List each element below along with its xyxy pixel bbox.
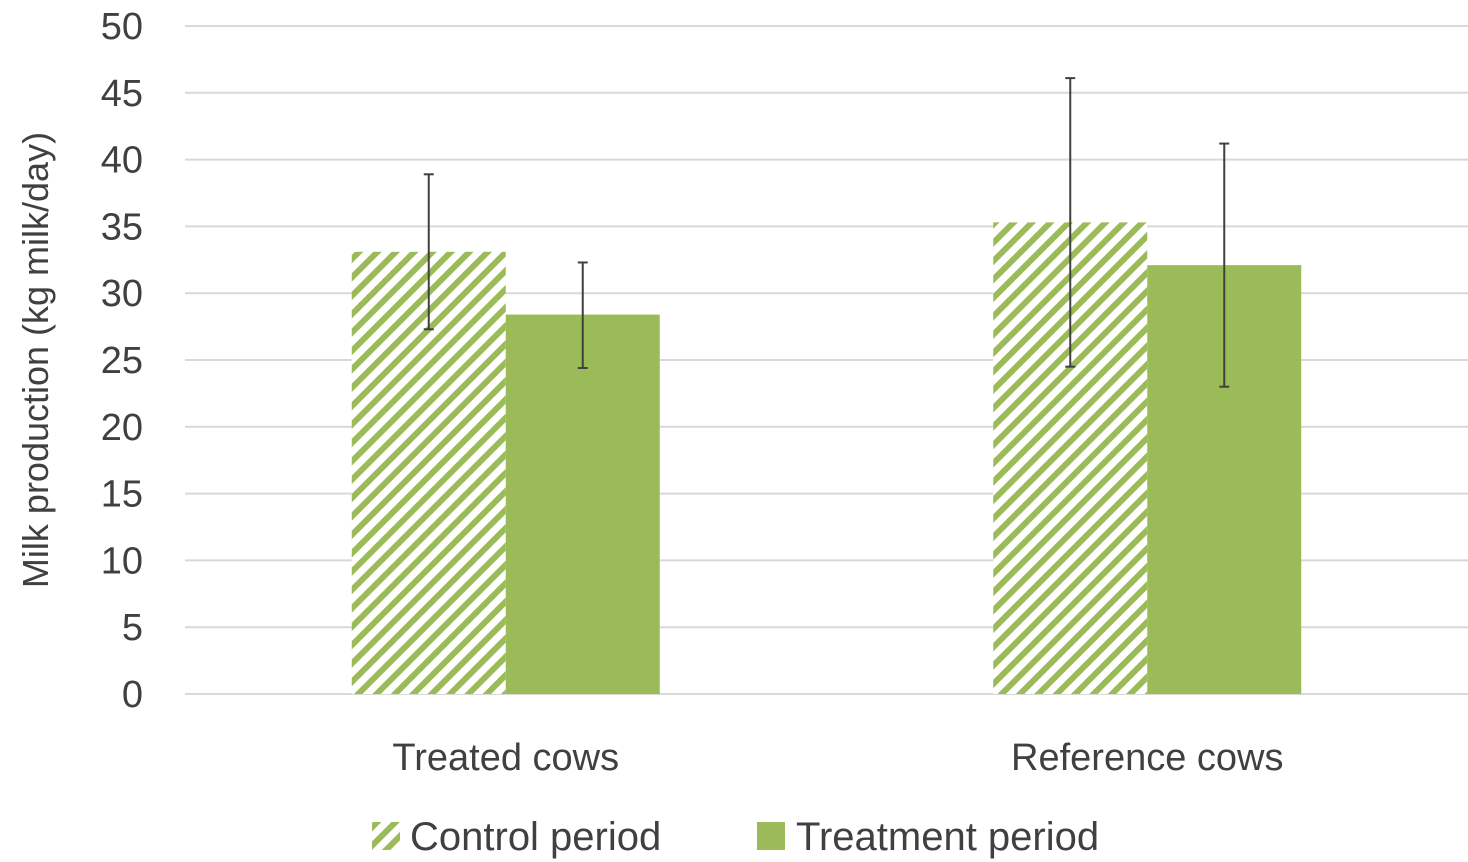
legend-swatch-control-period: [372, 822, 400, 850]
y-axis-title: Milk production (kg milk/day): [15, 132, 56, 588]
y-tick-label: 30: [101, 273, 143, 315]
legend: Control period Treatment period: [372, 815, 1099, 859]
x-category-label: Reference cows: [1011, 737, 1283, 779]
y-tick-label: 10: [101, 540, 143, 582]
y-tick-label: 20: [101, 407, 143, 449]
y-axis-ticks: 0 5 10 15 20 25 30 35 40 45 50: [101, 6, 143, 716]
y-tick-label: 45: [101, 73, 143, 115]
x-category-label: Treated cows: [392, 737, 619, 779]
y-tick-label: 40: [101, 140, 143, 182]
y-tick-label: 35: [101, 206, 143, 248]
bar: [505, 314, 660, 694]
y-tick-label: 25: [101, 340, 143, 382]
bars: [351, 222, 1302, 694]
y-tick-label: 15: [101, 474, 143, 516]
y-tick-label: 50: [101, 6, 143, 48]
legend-swatch-treatment-period: [757, 822, 785, 850]
legend-label-control-period: Control period: [410, 815, 661, 859]
y-tick-label: 5: [122, 607, 143, 649]
x-axis-categories: Treated cows Reference cows: [392, 737, 1283, 779]
legend-label-treatment-period: Treatment period: [796, 815, 1099, 859]
y-tick-label: 0: [122, 674, 143, 716]
error-bars: [423, 77, 1230, 388]
